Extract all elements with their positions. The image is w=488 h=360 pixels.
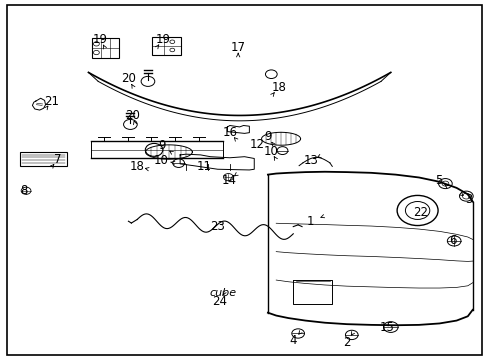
Text: 16: 16	[222, 126, 237, 139]
Text: 8: 8	[20, 184, 28, 197]
Text: 13: 13	[303, 154, 318, 167]
Text: 19: 19	[155, 33, 170, 46]
Text: 9: 9	[158, 139, 165, 152]
Text: 23: 23	[210, 220, 224, 233]
Text: 7: 7	[54, 153, 62, 166]
Text: 22: 22	[413, 207, 427, 220]
Text: 6: 6	[448, 234, 456, 247]
Text: 3: 3	[464, 193, 471, 206]
Text: 2: 2	[343, 336, 350, 348]
Text: 10: 10	[154, 154, 169, 167]
Bar	[20, 152, 66, 166]
Text: 4: 4	[289, 334, 296, 347]
Text: 24: 24	[211, 295, 226, 308]
Text: 11: 11	[197, 160, 212, 173]
Text: 9: 9	[264, 130, 271, 144]
Text: 12: 12	[250, 138, 264, 151]
Text: 15: 15	[379, 320, 394, 333]
Text: 5: 5	[434, 174, 441, 186]
Text: 20: 20	[124, 109, 140, 122]
Text: 17: 17	[230, 41, 245, 54]
Text: 1: 1	[306, 215, 313, 228]
Bar	[92, 39, 119, 58]
Text: cube: cube	[208, 288, 236, 298]
Text: 18: 18	[271, 81, 285, 94]
Text: 10: 10	[263, 145, 278, 158]
Text: 19: 19	[93, 33, 108, 46]
Text: 20: 20	[121, 72, 136, 85]
Text: 21: 21	[44, 95, 59, 108]
Bar	[152, 37, 181, 55]
Text: 18: 18	[129, 160, 144, 173]
Text: 14: 14	[221, 174, 236, 186]
